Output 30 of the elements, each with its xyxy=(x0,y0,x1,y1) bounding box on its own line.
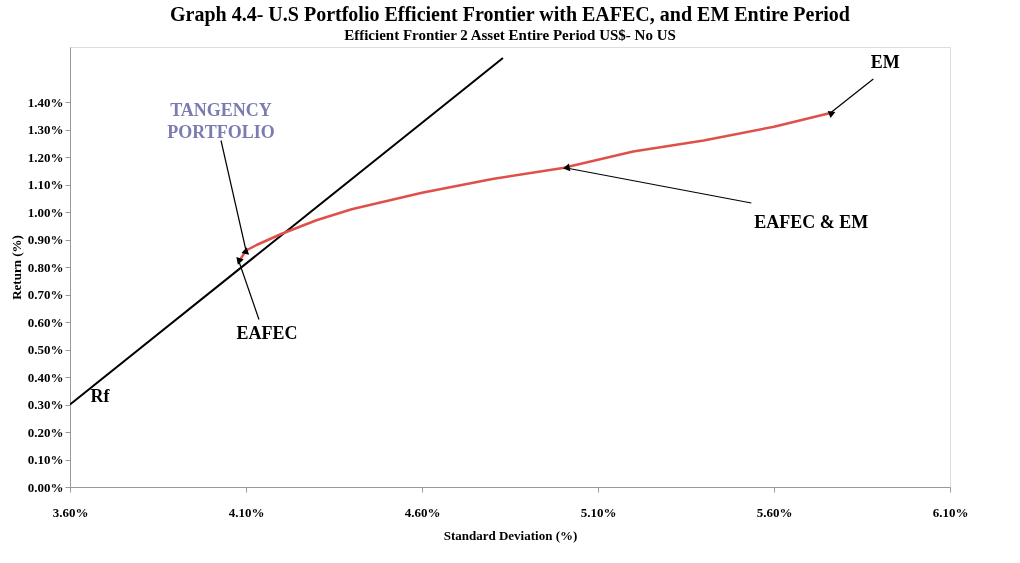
x-tick-label: 5.10% xyxy=(580,504,617,520)
y-tick-label: 1.00% xyxy=(27,204,64,220)
y-tick-label: 1.20% xyxy=(27,149,64,165)
x-tick-label: 6.10% xyxy=(932,504,969,520)
x-tick-label: 5.60% xyxy=(756,504,793,520)
y-tick-label: 0.80% xyxy=(27,259,64,275)
y-tick-label: 0.00% xyxy=(27,479,64,495)
y-tick-label: 0.30% xyxy=(27,397,64,412)
y-tick-label: 0.20% xyxy=(27,424,64,440)
y-tick-label: 0.50% xyxy=(27,342,64,357)
x-tick-label: 3.60% xyxy=(52,504,89,520)
annotation: EAFEC & EM xyxy=(754,212,869,232)
x-tick-label: 4.10% xyxy=(228,504,265,520)
y-tick-label: 0.70% xyxy=(27,287,64,302)
x-tick-label: 4.60% xyxy=(404,504,441,520)
y-tick-label: 1.30% xyxy=(27,122,64,137)
y-tick-label: 1.40% xyxy=(27,94,64,110)
y-tick-label: 1.10% xyxy=(27,177,64,192)
y-axis-title: Return (%) xyxy=(8,235,24,300)
annotation: EM xyxy=(870,52,900,72)
annotation: Rf xyxy=(90,385,111,406)
annotation: EAFEC xyxy=(236,322,298,343)
y-tick-label: 0.40% xyxy=(27,369,64,385)
y-tick-label: 0.60% xyxy=(27,314,64,330)
annotation: TANGENCY PORTFOLIO xyxy=(167,99,275,142)
y-tick-label: 0.90% xyxy=(27,232,64,247)
x-axis-title: Standard Deviation (%) xyxy=(443,527,578,543)
chart-title: Graph 4.4- U.S Portfolio Efficient Frontier with EAFEC, and EM Entire Period xyxy=(170,3,850,26)
chart-subtitle: Efficient Frontier 2 Asset Entire Period US$- No US xyxy=(344,27,676,43)
y-tick-label: 0.10% xyxy=(27,452,64,467)
